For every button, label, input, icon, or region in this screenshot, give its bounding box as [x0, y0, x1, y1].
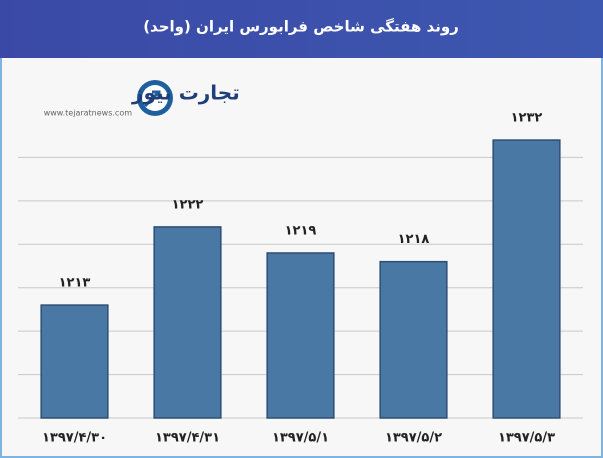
value-label: ۱۲۲۲: [172, 197, 204, 212]
bar: [153, 226, 222, 419]
chart-title: روند هفتگی شاخص فرابورس ایران (واحد): [143, 18, 459, 36]
x-tick-label: ۱۳۹۷/۵/۲: [385, 431, 442, 446]
value-label: ۱۲۱۸: [398, 232, 430, 247]
value-label: ۱۲۱۹: [285, 223, 317, 238]
logo: تجارت نیوز www.tejaratnews.com: [44, 80, 240, 118]
logo-name: تجارت نیوز: [131, 81, 240, 105]
x-tick-label: ۱۳۹۷/۴/۳۰: [42, 431, 107, 446]
x-tick-label: ۱۳۹۷/۵/۳: [498, 431, 555, 446]
logo-arrow: [143, 90, 161, 108]
x-tick-label: ۱۳۹۷/۴/۳۱: [155, 431, 220, 446]
x-tick-label: ۱۳۹۷/۵/۱: [272, 431, 329, 446]
bar: [266, 252, 335, 419]
bar: [379, 260, 448, 419]
value-label: ۱۲۱۳: [59, 276, 91, 291]
header: [0, 0, 603, 58]
logo-url: www.tejaratnews.com: [44, 109, 132, 118]
value-label: ۱۲۳۲: [511, 111, 543, 126]
bar: [492, 139, 561, 419]
bar: [40, 304, 109, 419]
